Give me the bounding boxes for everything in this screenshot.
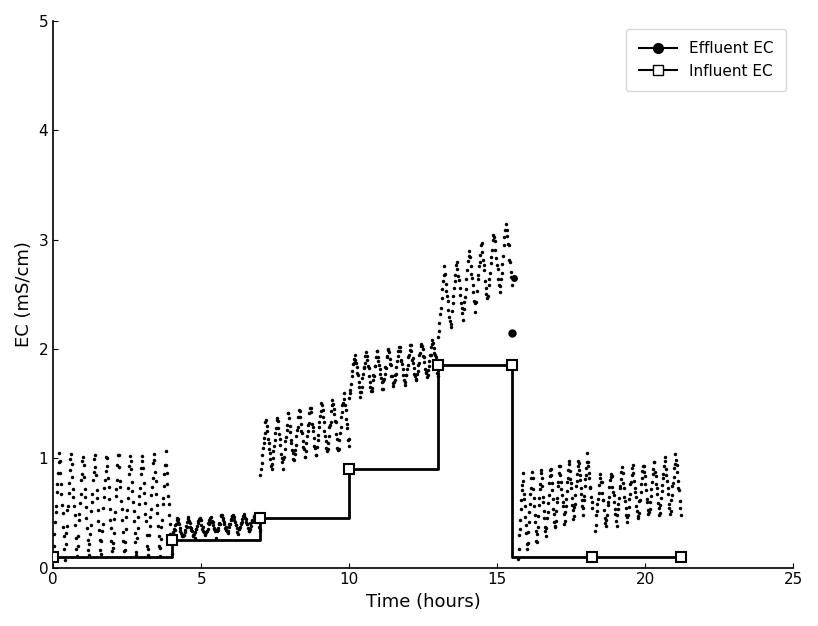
X-axis label: Time (hours): Time (hours) (366, 593, 481, 611)
Legend: Effluent EC, Influent EC: Effluent EC, Influent EC (627, 29, 786, 91)
Y-axis label: EC (mS/cm): EC (mS/cm) (15, 242, 33, 347)
